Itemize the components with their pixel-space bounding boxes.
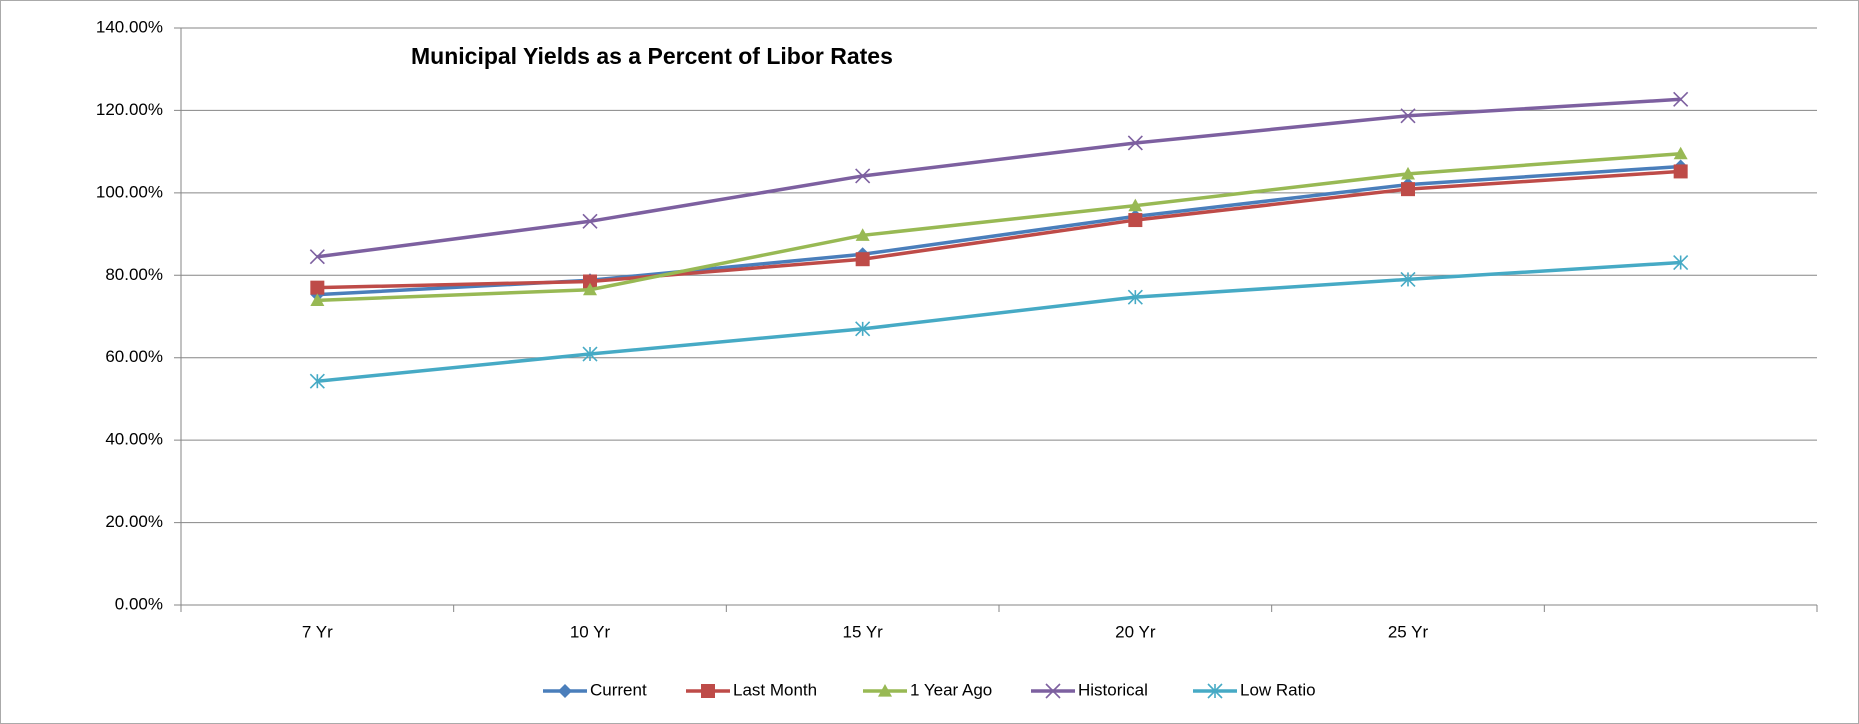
marker [1127,289,1143,305]
y-tick-label: 20.00% [105,512,163,531]
y-tick-label: 40.00% [105,430,163,449]
x-tick-label: 7 Yr [302,622,333,641]
marker [309,373,325,389]
marker [309,249,325,265]
y-tick-label: 80.00% [105,265,163,284]
legend-label: Last Month [733,680,817,699]
marker-stroke [1673,91,1689,107]
x-tick-label: 20 Yr [1115,622,1156,641]
marker [310,293,325,307]
series-line [317,151,1681,303]
marker [582,213,598,229]
marker-stroke [855,168,871,184]
legend-label: Current [590,680,647,699]
legend-marker [878,684,892,697]
marker [582,346,598,362]
marker [1401,166,1415,180]
marker [1127,135,1143,151]
series-line [317,169,1681,290]
y-tick-label: 60.00% [105,347,163,366]
y-tick-label: 100.00% [96,182,163,201]
marker [1128,198,1143,212]
marker-stroke [1045,683,1061,699]
y-tick-label: 120.00% [96,100,163,119]
legend-label: Low Ratio [1240,680,1316,699]
legend-label: 1 Year Ago [910,680,992,699]
legend-marker [1045,683,1061,699]
marker [855,321,871,337]
marker [1673,254,1689,271]
x-tick-label: 10 Yr [570,622,611,641]
marker [583,274,597,289]
marker [583,282,597,296]
legend-marker [1207,683,1223,699]
marker [855,252,870,267]
marker [1401,182,1415,197]
marker-stroke [1400,108,1416,124]
marker [855,168,871,184]
x-tick-label: 25 Yr [1388,622,1429,641]
y-tick-label: 0.00% [115,594,163,613]
legend-label: Historical [1078,680,1148,699]
legend-marker [701,684,715,698]
marker [1400,108,1416,124]
marker [1673,164,1688,179]
marker [855,228,870,241]
marker [1673,91,1689,107]
series-line [317,97,1681,259]
y-tick-label: 140.00% [96,17,163,36]
marker [310,280,325,295]
marker [1400,271,1416,287]
chart-title: Municipal Yields as a Percent of Libor R… [411,43,893,69]
marker-stroke [309,249,325,265]
marker-stroke [582,213,598,229]
series-line [317,260,1681,383]
legend-marker [558,684,572,698]
marker [1128,213,1143,228]
x-tick-label: 15 Yr [843,622,884,641]
marker-stroke [1127,135,1143,151]
marker [1673,146,1688,160]
